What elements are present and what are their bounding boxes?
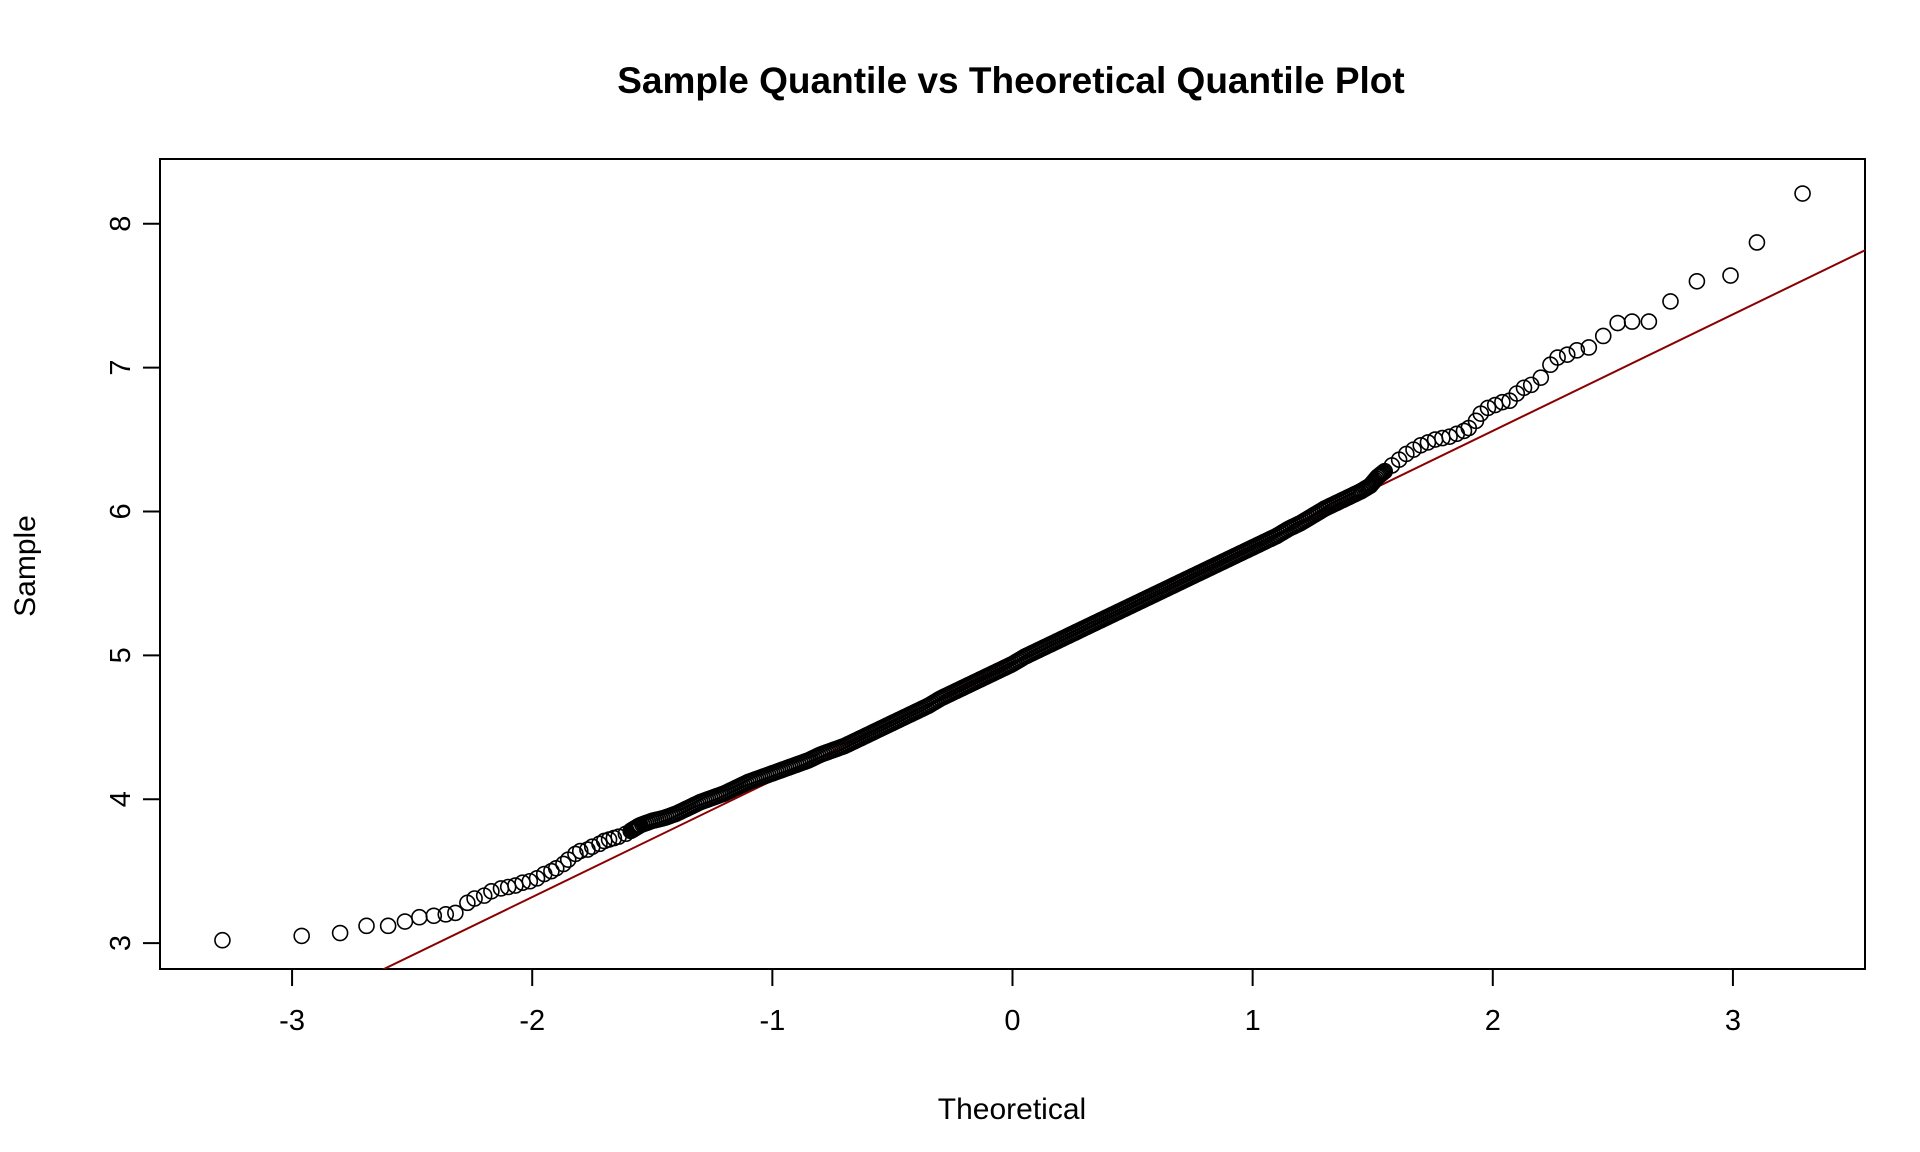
y-tick-label: 6 [105,503,137,519]
data-point [571,842,589,860]
data-point [1558,346,1576,363]
x-tick-label: 1 [1245,1005,1261,1037]
data-point [543,862,560,880]
x-axis-label: Theoretical [938,1093,1086,1126]
y-tick-label: 5 [105,647,137,663]
data-point [1794,185,1811,202]
data-point [1371,466,1389,484]
data-point [1441,428,1458,445]
data-point [379,917,397,935]
data-point [567,845,584,863]
data-point [1455,422,1473,440]
data-point [425,907,443,925]
data-points [214,185,1811,949]
data-point [396,913,414,930]
data-point [555,855,572,873]
data-point [1549,349,1566,366]
y-tick-label: 4 [105,791,137,807]
y-tick-label: 7 [105,360,137,376]
data-point [1568,342,1586,359]
data-point [521,872,539,890]
y-tick-label: 8 [105,216,137,232]
data-point [331,924,349,942]
data-point [1372,465,1390,483]
chart-title: Sample Quantile vs Theoretical Quantile … [617,60,1404,101]
x-tick-label: 0 [1004,1005,1020,1037]
data-point [1640,313,1658,330]
data-point [1748,234,1766,251]
data-point [293,927,310,945]
data-point [437,906,455,923]
x-tick-label: -2 [519,1005,545,1037]
data-point [1688,272,1706,290]
data-point [1623,313,1641,330]
data-point [358,917,375,935]
data-point [1532,369,1550,386]
data-point [1580,339,1598,356]
y-tick-label: 3 [105,935,137,951]
data-point [1370,467,1388,485]
data-point [1515,379,1533,397]
data-point [1479,399,1497,417]
data-point [1594,327,1612,345]
data-point [483,883,500,900]
plot-frame [159,158,1866,970]
data-point [1412,437,1430,454]
data-point [1609,314,1626,332]
data-point [447,904,464,922]
y-axis: 3 4 5 6 7 8 [105,216,161,951]
x-tick-label: -3 [279,1005,305,1037]
x-tick-label: 2 [1485,1005,1501,1037]
data-point [214,931,231,949]
data-point [466,890,483,907]
data-point [1722,267,1739,284]
x-tick-label: 3 [1725,1005,1741,1037]
x-axis: -3 -2 -1 0 1 2 3 [279,968,1741,1037]
y-axis-label: Sample [9,515,42,617]
x-tick-label: -1 [759,1005,785,1037]
data-point [1494,393,1511,411]
data-point [411,908,428,926]
data-point [1662,293,1679,310]
data-point [591,835,608,853]
